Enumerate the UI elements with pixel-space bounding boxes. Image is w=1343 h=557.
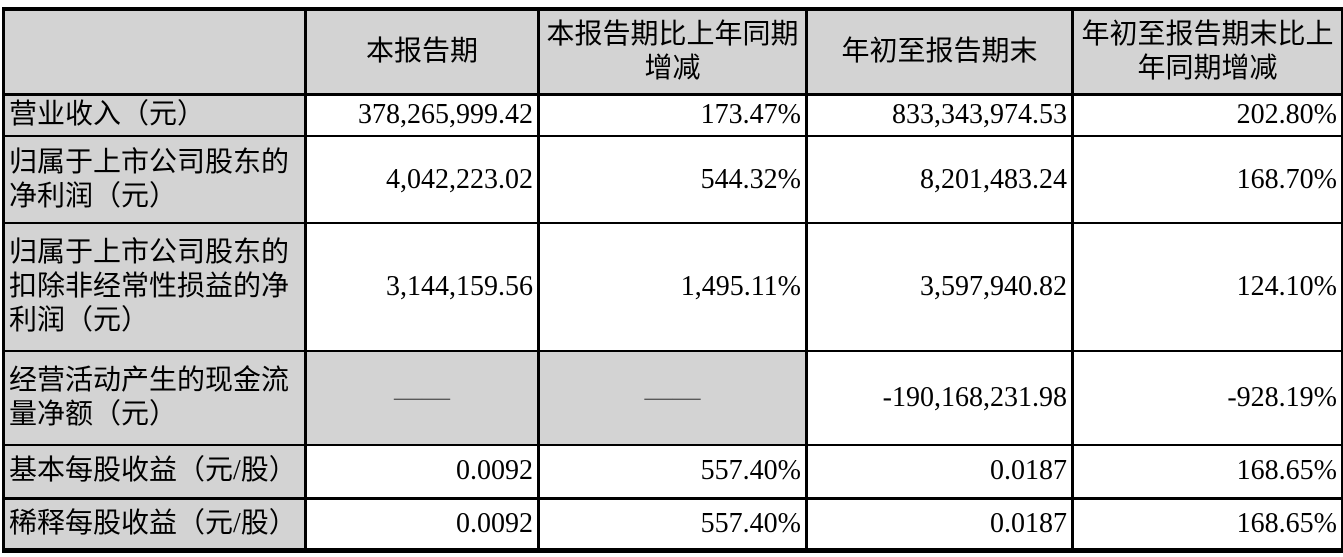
cell-value: 168.70% bbox=[1071, 135, 1343, 224]
cell-value-dash: —— bbox=[537, 350, 808, 446]
cell-value: 3,144,159.56 bbox=[304, 222, 540, 352]
cell-value: 544.32% bbox=[537, 135, 808, 224]
row-label: 归属于上市公司股东的扣除非经常性损益的净利润（元） bbox=[2, 222, 307, 352]
row-label: 稀释每股收益（元/股） bbox=[2, 496, 307, 551]
column-header-current-period-yoy: 本报告期比上年同期增减 bbox=[537, 8, 808, 96]
cell-value: 4,042,223.02 bbox=[304, 135, 540, 224]
cell-value: 0.0187 bbox=[805, 496, 1074, 551]
table-header-row: 本报告期 本报告期比上年同期增减 年初至报告期末 年初至报告期末比上年同期增减 bbox=[2, 8, 1343, 96]
column-header-year-to-date: 年初至报告期末 bbox=[805, 8, 1074, 96]
cell-value: 168.65% bbox=[1071, 496, 1343, 551]
cell-value: 8,201,483.24 bbox=[805, 135, 1074, 224]
cell-value: 0.0092 bbox=[304, 444, 540, 499]
cell-value: 0.0092 bbox=[304, 496, 540, 551]
cell-value: 124.10% bbox=[1071, 222, 1343, 352]
cell-value: 833,343,974.53 bbox=[805, 93, 1074, 137]
table-row-basic-eps: 基本每股收益（元/股） 0.0092 557.40% 0.0187 168.65… bbox=[2, 444, 1343, 499]
table-row-operating-revenue: 营业收入（元） 378,265,999.42 173.47% 833,343,9… bbox=[2, 93, 1343, 137]
column-header-year-to-date-yoy: 年初至报告期末比上年同期增减 bbox=[1071, 8, 1343, 96]
cell-value: 1,495.11% bbox=[537, 222, 808, 352]
cell-value: 168.65% bbox=[1071, 444, 1343, 499]
cell-value: 557.40% bbox=[537, 496, 808, 551]
cell-value: 202.80% bbox=[1071, 93, 1343, 137]
row-label: 经营活动产生的现金流量净额（元） bbox=[2, 350, 307, 446]
column-header-current-period: 本报告期 bbox=[304, 8, 540, 96]
table-row-operating-cash-flow: 经营活动产生的现金流量净额（元） —— —— -190,168,231.98 -… bbox=[2, 350, 1343, 446]
cell-value: 173.47% bbox=[537, 93, 808, 137]
row-label: 归属于上市公司股东的净利润（元） bbox=[2, 135, 307, 224]
financial-summary-table: 本报告期 本报告期比上年同期增减 年初至报告期末 年初至报告期末比上年同期增减 … bbox=[2, 7, 1343, 553]
cell-value: 557.40% bbox=[537, 444, 808, 499]
column-header-corner bbox=[2, 8, 307, 96]
cell-value: 378,265,999.42 bbox=[304, 93, 540, 137]
table-row-net-profit: 归属于上市公司股东的净利润（元） 4,042,223.02 544.32% 8,… bbox=[2, 135, 1343, 224]
cell-value: 0.0187 bbox=[805, 444, 1074, 499]
row-label: 基本每股收益（元/股） bbox=[2, 444, 307, 499]
cell-value: -928.19% bbox=[1071, 350, 1343, 446]
row-label: 营业收入（元） bbox=[2, 93, 307, 137]
cell-value-dash: —— bbox=[304, 350, 540, 446]
table-row-diluted-eps: 稀释每股收益（元/股） 0.0092 557.40% 0.0187 168.65… bbox=[2, 496, 1343, 551]
cell-value: 3,597,940.82 bbox=[805, 222, 1074, 352]
table-row-net-profit-excl-nonrecurring: 归属于上市公司股东的扣除非经常性损益的净利润（元） 3,144,159.56 1… bbox=[2, 222, 1343, 352]
cell-value: -190,168,231.98 bbox=[805, 350, 1074, 446]
